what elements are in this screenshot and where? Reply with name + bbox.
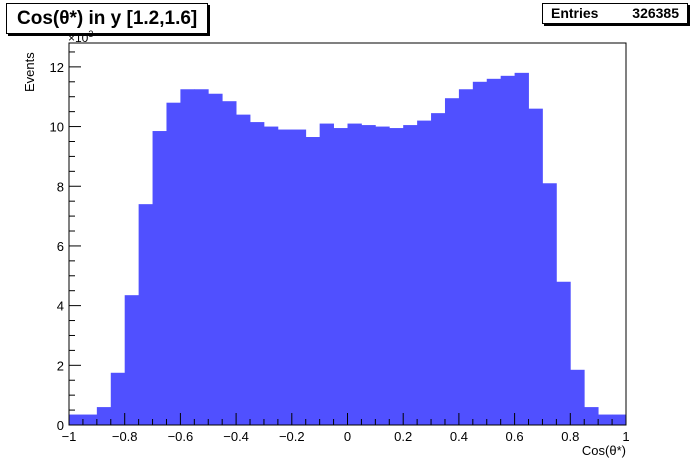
y-multiplier-base: ×10	[68, 31, 89, 45]
x-tick-label: 0.2	[394, 429, 412, 444]
x-axis-label: Cos(θ*)	[581, 443, 626, 458]
histogram-bar	[612, 414, 627, 425]
x-tick-label: 0	[344, 429, 351, 444]
y-tick-label: 4	[57, 299, 64, 314]
histogram-bar	[180, 89, 195, 425]
x-tick-label: −0.6	[168, 429, 194, 444]
histogram-bar	[417, 120, 432, 425]
y-tick-label: 12	[50, 60, 64, 75]
histogram-bar	[166, 102, 181, 425]
y-axis-label: Events	[22, 52, 37, 92]
histogram-bar	[500, 75, 515, 425]
y-tick-label: 6	[57, 239, 64, 254]
y-tick-label: 2	[57, 358, 64, 373]
histogram-bar	[152, 131, 167, 425]
histogram-bar	[570, 369, 585, 425]
x-tick-label: 0.4	[450, 429, 468, 444]
histogram-bar	[361, 125, 376, 425]
histogram-bars	[69, 72, 627, 425]
histogram-bar	[542, 183, 557, 425]
histogram-bar	[263, 126, 279, 425]
y-tick-label: 8	[57, 179, 64, 194]
y-tick-label: 10	[50, 120, 64, 135]
histogram-bar	[250, 122, 265, 425]
histogram-bar	[124, 295, 140, 425]
x-tick-label: −0.4	[223, 429, 249, 444]
histogram-bar	[208, 93, 223, 425]
histogram-bar	[319, 123, 334, 425]
histogram-bar	[389, 128, 404, 425]
histogram-bar	[138, 204, 153, 425]
x-tick-label: 0.8	[561, 429, 579, 444]
x-tick-label: 0.6	[506, 429, 524, 444]
histogram-bar	[305, 137, 321, 425]
histogram-bar	[431, 113, 446, 425]
histogram-bar	[291, 129, 307, 425]
histogram-bar	[472, 81, 488, 425]
stats-entries-value: 326385	[632, 5, 679, 21]
histogram-bar	[96, 407, 112, 425]
x-tick-labels: −1 −0.8 −0.6 −0.4 −0.2 0 0.2 0.4 0.6 0.8 1	[62, 429, 630, 444]
y-tick-labels: 0 2 4 6 8 10 12	[50, 60, 64, 433]
histogram-bar	[458, 89, 474, 425]
histogram-bar	[194, 89, 209, 425]
histogram-bar	[375, 126, 390, 425]
axis-ticks	[68, 51, 627, 426]
x-tick-label: 1	[622, 429, 629, 444]
histogram-bar	[514, 72, 529, 425]
histogram-bar	[598, 414, 613, 425]
stats-entries-label: Entries	[551, 5, 599, 21]
histogram-bar	[69, 414, 84, 425]
histogram-bar	[347, 123, 362, 425]
histogram-bar	[403, 125, 418, 425]
histogram-bar	[333, 128, 348, 425]
chart-title: Cos(θ*) in y [1.2,1.6]	[6, 3, 209, 34]
histogram-bar	[556, 281, 571, 425]
histogram-bar	[584, 407, 599, 425]
y-tick-label: 0	[57, 418, 64, 433]
histogram-bar	[222, 101, 237, 425]
histogram-bar	[236, 114, 251, 425]
x-tick-label: −1	[62, 429, 77, 444]
x-tick-label: −0.8	[112, 429, 138, 444]
x-tick-label: −0.2	[279, 429, 305, 444]
y-multiplier-exponent: 3	[88, 29, 94, 39]
histogram-bar	[444, 98, 460, 425]
histogram-bar	[110, 372, 126, 425]
histogram-bar	[486, 78, 502, 425]
histogram-bar	[82, 414, 98, 425]
histogram-bar	[277, 129, 293, 425]
stats-box: Entries 326385	[542, 3, 688, 24]
histogram-bar	[528, 108, 543, 425]
y-axis-multiplier: ×103	[68, 29, 93, 45]
